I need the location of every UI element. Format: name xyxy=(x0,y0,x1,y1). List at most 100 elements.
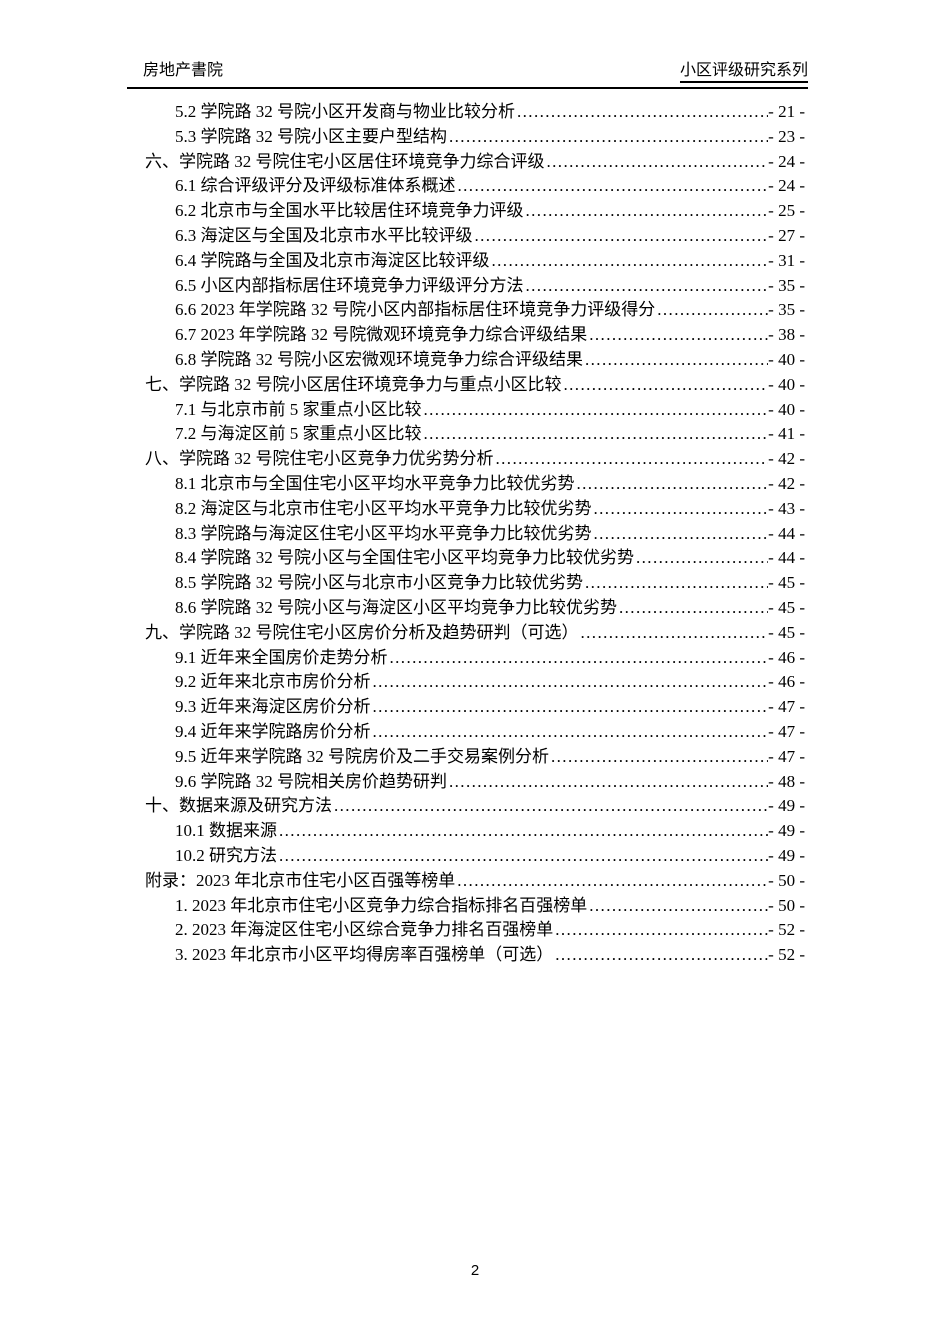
toc-entry: 6.2 北京市与全国水平比较居住环境竞争力评级 - 25 - xyxy=(145,199,805,224)
toc-page-number: - 49 - xyxy=(768,845,805,865)
toc-entry-label: 9.6 学院路 32 号院相关房价趋势研判 xyxy=(175,771,447,791)
toc-dot-leader xyxy=(449,770,768,795)
toc-entry: 9.4 近年来学院路房价分析 - 47 - xyxy=(145,720,805,745)
toc-page-number: - 41 - xyxy=(768,424,805,444)
toc-entry-label: 6.3 海淀区与全国及北京市水平比较评级 xyxy=(175,225,473,245)
toc-page-number: - 48 - xyxy=(768,771,805,791)
toc-dot-leader xyxy=(636,546,768,571)
toc-page-number: - 45 - xyxy=(768,573,805,593)
toc-dot-leader xyxy=(457,869,768,894)
toc-entry-label: 8.3 学院路与海淀区住宅小区平均水平竞争力比较优劣势 xyxy=(175,523,592,543)
toc-dot-leader xyxy=(585,571,768,596)
toc-page-number: - 52 - xyxy=(768,920,805,940)
toc-entry: 9.1 近年来全国房价走势分析 - 46 - xyxy=(145,646,805,671)
toc-entry: 六、学院路 32 号院住宅小区居住环境竞争力综合评级 - 24 - xyxy=(145,150,805,175)
toc-entry-label: 八、学院路 32 号院住宅小区竞争力优劣势分析 xyxy=(145,449,494,469)
toc-dot-leader xyxy=(373,720,769,745)
toc-entry: 1. 2023 年北京市住宅小区竞争力综合指标排名百强榜单 - 50 - xyxy=(145,894,805,919)
toc-entry-label: 10.2 研究方法 xyxy=(175,845,277,865)
toc-entry-label: 1. 2023 年北京市住宅小区竞争力综合指标排名百强榜单 xyxy=(175,895,588,915)
header-right-text: 小区评级研究系列 xyxy=(679,62,808,79)
toc-entry-label: 5.3 学院路 32 号院小区主要户型结构 xyxy=(175,126,447,146)
toc-page-number: - 21 - xyxy=(768,102,805,121)
toc-entry-label: 8.1 北京市与全国住宅小区平均水平竞争力比较优劣势 xyxy=(175,473,575,493)
toc-dot-leader xyxy=(594,522,769,547)
toc-page-number: - 44 - xyxy=(768,523,805,543)
toc-entry-label: 6.4 学院路与全国及北京市海淀区比较评级 xyxy=(175,250,490,270)
toc-entry: 九、学院路 32 号院住宅小区房价分析及趋势研判（可选） - 45 - xyxy=(145,621,805,646)
toc-entry-label: 8.6 学院路 32 号院小区与海淀区小区平均竞争力比较优劣势 xyxy=(175,597,617,617)
toc-dot-leader xyxy=(547,150,769,175)
toc-dot-leader xyxy=(581,621,769,646)
toc-dot-leader xyxy=(390,646,769,671)
toc-entry: 8.5 学院路 32 号院小区与北京市小区竞争力比较优劣势 - 45 - xyxy=(145,571,805,596)
toc-entry: 附录：2023 年北京市住宅小区百强等榜单 - 50 - xyxy=(145,869,805,894)
toc-page-number: - 42 - xyxy=(768,473,805,493)
toc-page-number: - 40 - xyxy=(768,399,805,419)
toc-entry-label: 9.3 近年来海淀区房价分析 xyxy=(175,697,371,717)
toc-entry: 七、学院路 32 号院小区居住环境竞争力与重点小区比较 - 40 - xyxy=(145,373,805,398)
toc-page-number: - 38 - xyxy=(768,325,805,345)
toc-entry-label: 7.2 与海淀区前 5 家重点小区比较 xyxy=(175,424,422,444)
toc-entry-label: 2. 2023 年海淀区住宅小区综合竞争力排名百强榜单 xyxy=(175,920,554,940)
toc-page-number: - 49 - xyxy=(768,821,805,841)
toc-entry: 5.3 学院路 32 号院小区主要户型结构 - 23 - xyxy=(145,125,805,150)
toc-entry: 9.2 近年来北京市房价分析 - 46 - xyxy=(145,670,805,695)
toc-entry: 十、数据来源及研究方法 - 49 - xyxy=(145,794,805,819)
toc-entry: 6.1 综合评级评分及评级标准体系概述 - 24 - xyxy=(145,174,805,199)
toc-entry: 8.1 北京市与全国住宅小区平均水平竞争力比较优劣势 - 42 - xyxy=(145,472,805,497)
toc-entry-label: 九、学院路 32 号院住宅小区房价分析及趋势研判（可选） xyxy=(145,622,579,642)
toc-dot-leader xyxy=(564,373,769,398)
toc-page-number: - 50 - xyxy=(768,895,805,915)
toc-entry-label: 七、学院路 32 号院小区居住环境竞争力与重点小区比较 xyxy=(145,374,562,394)
toc-dot-leader xyxy=(585,348,768,373)
toc-dot-leader xyxy=(458,174,769,199)
toc-dot-leader xyxy=(279,819,768,844)
toc-page-number: - 44 - xyxy=(768,548,805,568)
toc-page-number: - 47 - xyxy=(768,746,805,766)
toc-dot-leader xyxy=(589,323,768,348)
toc-entry: 8.6 学院路 32 号院小区与海淀区小区平均竞争力比较优劣势 - 45 - xyxy=(145,596,805,621)
table-of-contents: 5.2 学院路 32 号院小区开发商与物业比较分析 - 21 - 5.3 学院路… xyxy=(145,100,805,968)
toc-entry: 9.3 近年来海淀区房价分析 - 47 - xyxy=(145,695,805,720)
toc-dot-leader xyxy=(526,199,769,224)
toc-entry-label: 7.1 与北京市前 5 家重点小区比较 xyxy=(175,399,422,419)
toc-entry: 3. 2023 年北京市小区平均得房率百强榜单（可选） - 52 - xyxy=(145,943,805,968)
toc-dot-leader xyxy=(526,274,769,299)
toc-page-number: - 27 - xyxy=(768,225,805,245)
toc-page-number: - 50 - xyxy=(768,870,805,890)
toc-dot-leader xyxy=(619,596,768,621)
toc-dot-leader xyxy=(551,745,768,770)
toc-entry-label: 9.4 近年来学院路房价分析 xyxy=(175,721,371,741)
toc-entry: 6.7 2023 年学院路 32 号院微观环境竞争力综合评级结果 - 38 - xyxy=(145,323,805,348)
toc-page-number: - 46 - xyxy=(768,672,805,692)
toc-page-number: - 47 - xyxy=(768,697,805,717)
toc-entry-label: 6.5 小区内部指标居住环境竞争力评级评分方法 xyxy=(175,275,524,295)
toc-entry: 5.2 学院路 32 号院小区开发商与物业比较分析 - 21 - xyxy=(145,100,805,125)
toc-entry: 8.3 学院路与海淀区住宅小区平均水平竞争力比较优劣势 - 44 - xyxy=(145,522,805,547)
toc-entry-label: 6.8 学院路 32 号院小区宏微观环境竞争力综合评级结果 xyxy=(175,349,583,369)
toc-dot-leader xyxy=(577,472,769,497)
toc-entry-label: 6.1 综合评级评分及评级标准体系概述 xyxy=(175,176,456,196)
toc-page-number: - 52 - xyxy=(768,945,805,965)
toc-dot-leader xyxy=(424,398,769,423)
toc-entry-label: 十、数据来源及研究方法 xyxy=(145,796,332,816)
toc-entry: 6.5 小区内部指标居住环境竞争力评级评分方法 - 35 - xyxy=(145,274,805,299)
toc-entry: 八、学院路 32 号院住宅小区竞争力优劣势分析 - 42 - xyxy=(145,447,805,472)
toc-entry-label: 10.1 数据来源 xyxy=(175,821,277,841)
toc-page-number: - 47 - xyxy=(768,721,805,741)
toc-page-number: - 31 - xyxy=(768,250,805,270)
toc-page-number: - 35 - xyxy=(768,300,805,320)
toc-entry: 8.4 学院路 32 号院小区与全国住宅小区平均竞争力比较优劣势 - 44 - xyxy=(145,546,805,571)
toc-page-number: - 45 - xyxy=(768,622,805,642)
toc-entry: 8.2 海淀区与北京市住宅小区平均水平竞争力比较优劣势 - 43 - xyxy=(145,497,805,522)
toc-page-number: - 43 - xyxy=(768,498,805,518)
toc-page-number: - 45 - xyxy=(768,597,805,617)
toc-dot-leader xyxy=(496,447,769,472)
toc-entry: 10.1 数据来源 - 49 - xyxy=(145,819,805,844)
toc-dot-leader xyxy=(449,125,768,150)
toc-dot-leader xyxy=(555,943,768,968)
toc-page-number: - 42 - xyxy=(768,449,805,469)
toc-entry-label: 6.7 2023 年学院路 32 号院微观环境竞争力综合评级结果 xyxy=(175,325,588,345)
